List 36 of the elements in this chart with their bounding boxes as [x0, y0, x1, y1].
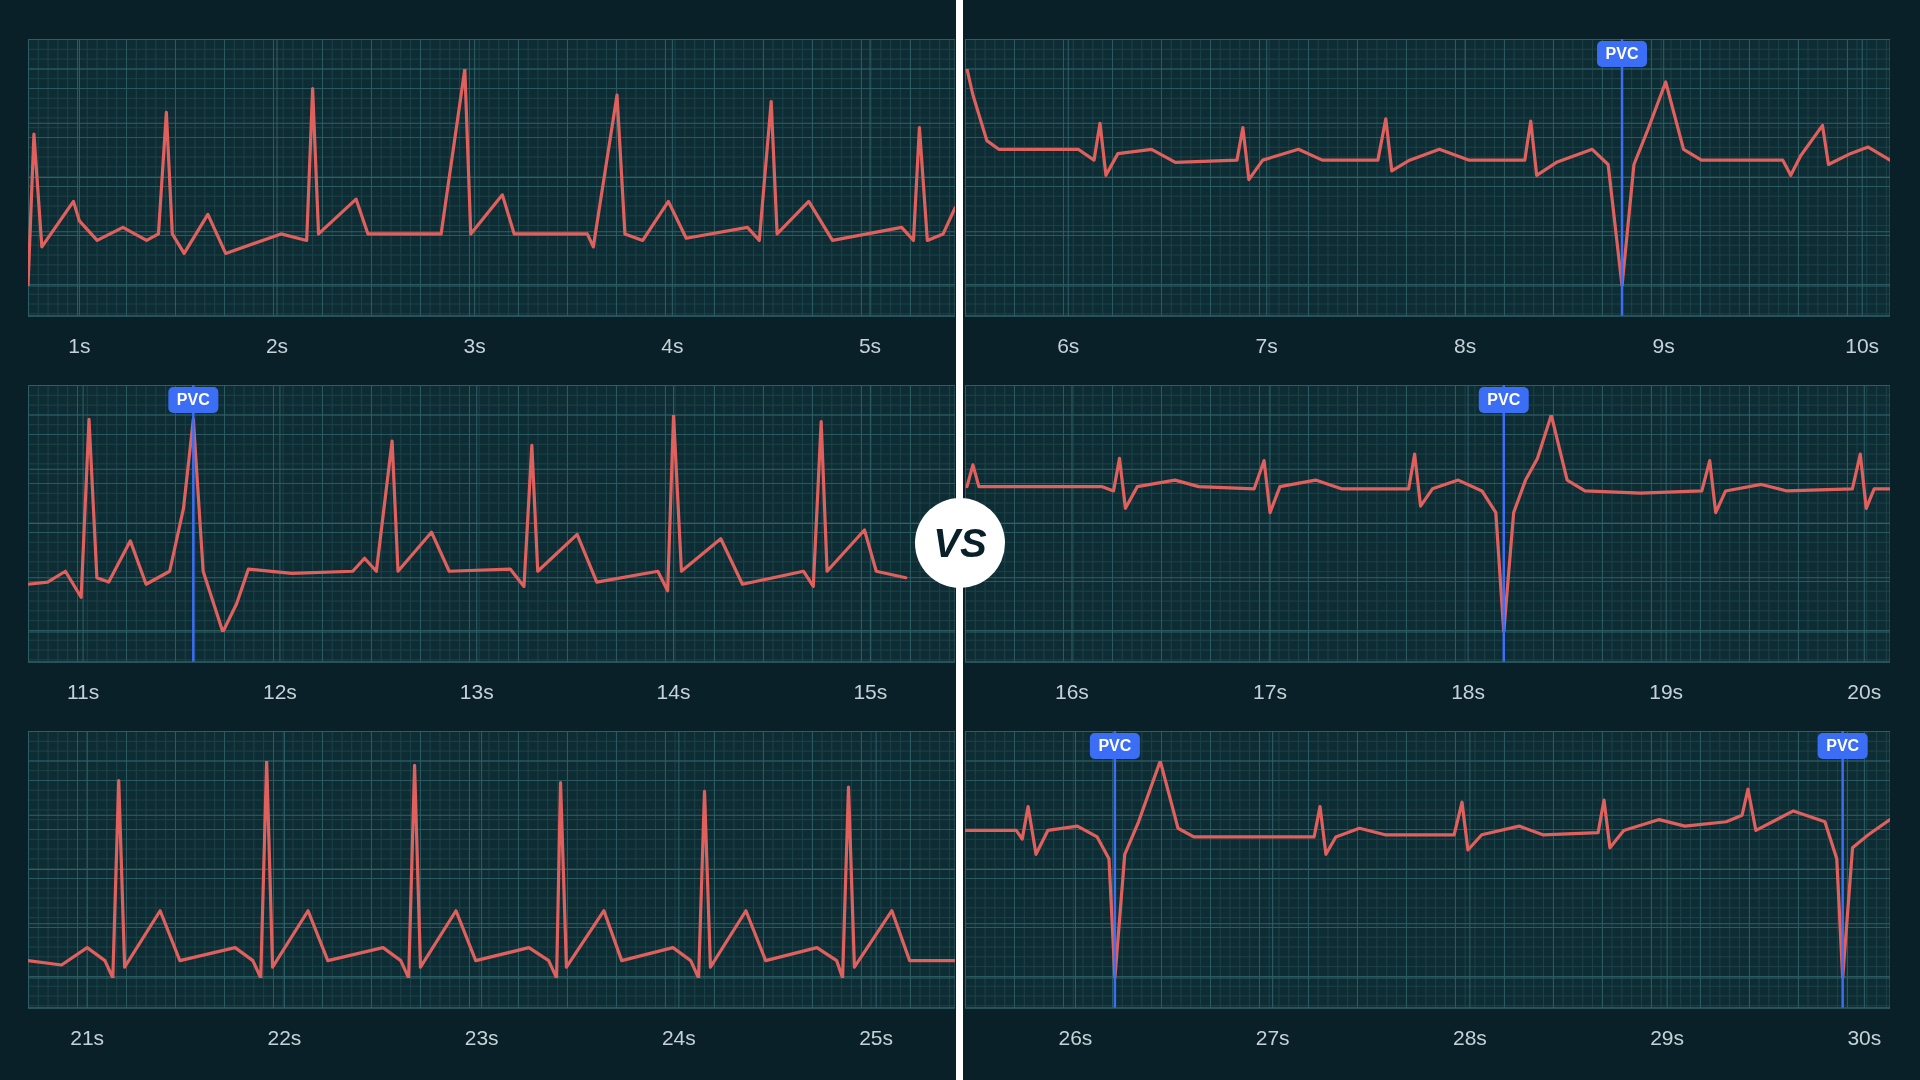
x-tick-label: 25s — [859, 1025, 894, 1049]
x-tick-label: 9s — [1652, 333, 1675, 357]
x-tick-label: 6s — [1057, 333, 1080, 357]
x-tick-label: 22s — [267, 1025, 302, 1049]
x-tick-label: 3s — [463, 333, 486, 357]
ref-line-label: PVC — [176, 391, 211, 408]
x-tick-label: 30s — [1847, 1025, 1882, 1049]
x-tick-label: 20s — [1847, 679, 1882, 703]
x-tick-label: 26s — [1058, 1025, 1093, 1049]
x-tick-label: 13s — [459, 679, 494, 703]
x-tick-label: 28s — [1452, 1025, 1487, 1049]
x-tick-label: 1s — [68, 333, 91, 357]
x-tick-label: 29s — [1650, 1025, 1685, 1049]
ref-line-label: PVC — [1098, 737, 1132, 754]
ref-line-label: PVC — [1487, 391, 1521, 408]
x-tick-label: 7s — [1255, 333, 1278, 357]
x-tick-label: 15s — [853, 679, 888, 703]
x-tick-label: 18s — [1451, 679, 1486, 703]
x-tick-label: 16s — [1055, 679, 1089, 703]
x-tick-label: 2s — [265, 333, 289, 357]
x-tick-label: 27s — [1255, 1025, 1290, 1049]
x-tick-label: 19s — [1649, 679, 1684, 703]
x-tick-label: 17s — [1253, 679, 1287, 703]
x-tick-label: 23s — [464, 1025, 499, 1049]
x-tick-label: 14s — [656, 679, 691, 703]
x-tick-label: 21s — [70, 1025, 105, 1049]
x-tick-label: 8s — [1454, 333, 1477, 357]
ref-line-label: PVC — [1826, 737, 1860, 754]
x-tick-label: 4s — [661, 333, 684, 357]
x-tick-label: 24s — [661, 1025, 696, 1049]
x-tick-label: 5s — [858, 333, 882, 357]
x-tick-label: 11s — [66, 679, 100, 703]
annotation: VS — [933, 520, 987, 566]
x-tick-label: 10s — [1845, 333, 1880, 357]
x-tick-label: 12s — [262, 679, 297, 703]
ref-line-label: PVC — [1605, 45, 1639, 62]
